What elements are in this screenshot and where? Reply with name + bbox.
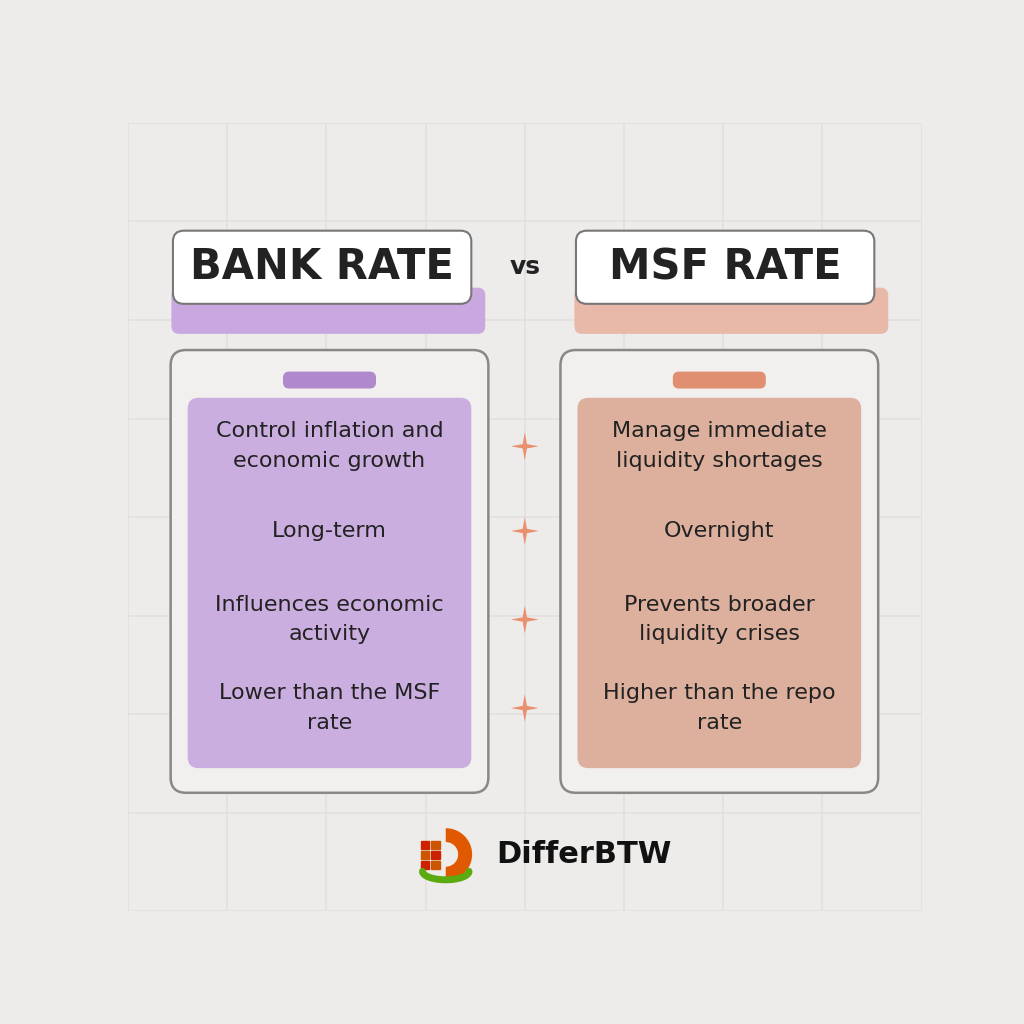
Polygon shape — [511, 432, 539, 460]
Text: Overnight: Overnight — [665, 521, 774, 541]
FancyBboxPatch shape — [578, 397, 861, 768]
Text: Lower than the MSF
rate: Lower than the MSF rate — [219, 683, 440, 733]
Text: MSF RATE: MSF RATE — [609, 246, 842, 288]
Bar — [421, 851, 429, 859]
Text: BANK RATE: BANK RATE — [190, 246, 454, 288]
FancyBboxPatch shape — [575, 230, 874, 304]
Bar — [431, 860, 439, 869]
FancyBboxPatch shape — [283, 372, 376, 388]
Bar — [431, 841, 439, 849]
Polygon shape — [445, 828, 472, 881]
FancyBboxPatch shape — [673, 372, 766, 388]
FancyBboxPatch shape — [171, 288, 485, 334]
Polygon shape — [511, 517, 539, 545]
FancyBboxPatch shape — [560, 350, 879, 793]
FancyBboxPatch shape — [171, 350, 488, 793]
FancyBboxPatch shape — [173, 230, 471, 304]
Text: Long-term: Long-term — [272, 521, 387, 541]
Text: Control inflation and
economic growth: Control inflation and economic growth — [216, 422, 443, 471]
Text: Higher than the repo
rate: Higher than the repo rate — [603, 683, 836, 733]
Bar — [421, 860, 429, 869]
Text: Prevents broader
liquidity crises: Prevents broader liquidity crises — [624, 595, 815, 644]
Text: DifferBTW: DifferBTW — [496, 840, 672, 869]
Polygon shape — [511, 694, 539, 722]
Text: Manage immediate
liquidity shortages: Manage immediate liquidity shortages — [612, 422, 826, 471]
Polygon shape — [511, 605, 539, 634]
Text: Influences economic
activity: Influences economic activity — [215, 595, 443, 644]
Text: vs: vs — [509, 255, 541, 280]
FancyBboxPatch shape — [574, 288, 888, 334]
Bar — [431, 851, 439, 859]
FancyBboxPatch shape — [187, 397, 471, 768]
Bar — [421, 841, 429, 849]
